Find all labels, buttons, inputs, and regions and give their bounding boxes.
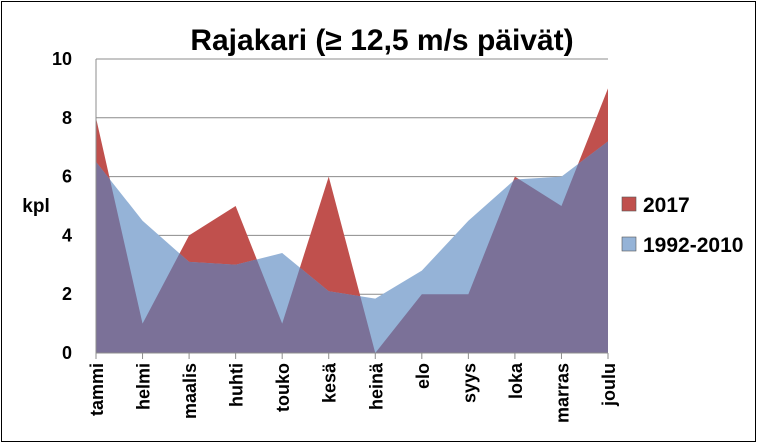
x-tick-label: joulu — [599, 363, 619, 407]
y-tick-label: 4 — [62, 225, 72, 245]
legend-label: 1992-2010 — [643, 234, 743, 257]
y-tick-label: 0 — [62, 343, 72, 363]
series-areas — [96, 88, 608, 354]
x-tick-label: tammi — [87, 363, 107, 416]
x-tick-label: maalis — [180, 363, 200, 419]
x-tick-label: marras — [552, 363, 572, 423]
x-tick-label: touko — [273, 363, 293, 412]
x-tick-label: elo — [413, 363, 433, 389]
y-axis-label: kpl — [22, 196, 49, 217]
legend-label: 2017 — [643, 194, 690, 217]
chart-title: Rajakari (≥ 12,5 m/s päivät) — [190, 24, 573, 57]
x-tick-label: helmi — [134, 363, 154, 410]
x-tick-label: kesä — [320, 362, 340, 403]
legend: 2017 1992-2010 — [621, 194, 743, 257]
y-tick-label: 8 — [62, 108, 72, 128]
area-overlap — [96, 141, 608, 353]
x-tick-label: huhti — [227, 363, 247, 407]
legend-swatch — [621, 196, 637, 212]
y-tick-labels: 0 2 4 6 8 10 — [52, 49, 72, 363]
x-tick-label: heinä — [366, 362, 386, 410]
x-tick-label: syys — [459, 363, 479, 403]
y-tick-label: 6 — [62, 167, 72, 187]
y-tick-label: 2 — [62, 284, 72, 304]
x-tick-label: loka — [506, 362, 526, 399]
x-tick-labels: tammi helmi maalis huhti touko kesä heinä elo sy… — [87, 362, 619, 423]
legend-swatch — [621, 236, 637, 252]
y-tick-label: 10 — [52, 49, 72, 69]
axes — [95, 59, 609, 359]
